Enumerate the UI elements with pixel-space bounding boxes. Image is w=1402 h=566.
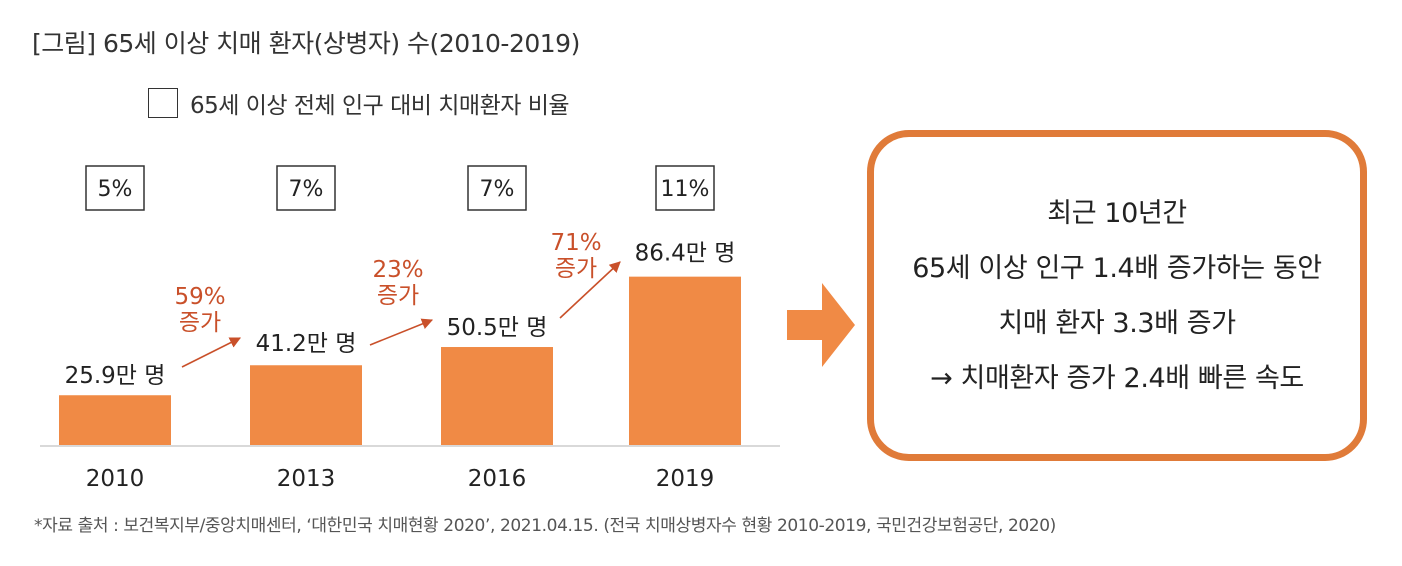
legend-swatch <box>148 88 178 118</box>
callout-line: 최근 10년간 <box>1047 197 1187 229</box>
growth-word: 증가 <box>555 256 597 282</box>
legend: 65세 이상 전체 인구 대비 치매환자 비율 <box>148 86 570 120</box>
summary-callout: 최근 10년간 65세 이상 인구 1.4배 증가하는 동안 치매 환자 3.3… <box>867 130 1367 461</box>
bar <box>629 276 741 446</box>
bar <box>59 395 171 446</box>
ratio-label: 11% <box>661 177 710 202</box>
figure-title: [그림] 65세 이상 치매 환자(상병자) 수(2010-2019) <box>32 29 580 58</box>
x-tick-label: 2013 <box>277 466 336 492</box>
ratio-label: 5% <box>98 177 133 202</box>
callout-line: 치매 환자 3.3배 증가 <box>998 307 1236 339</box>
bar <box>250 365 362 446</box>
value-label: 86.4만 명 <box>635 241 736 267</box>
ratio-box <box>655 165 715 211</box>
bar-chart: 2010 5% 2013 7% 2016 7% 2019 11% 25.9만 명 41.2만 명 5… <box>40 165 855 492</box>
ratio-box <box>467 165 527 211</box>
growth-word: 증가 <box>377 283 419 309</box>
growth-percent: 71% <box>550 230 601 256</box>
x-tick-label: 2010 <box>86 466 145 492</box>
right-arrow-icon <box>787 283 855 367</box>
x-tick-label: 2016 <box>468 466 527 492</box>
callout-line: → 치매환자 증가 2.4배 빠른 속도 <box>930 362 1304 394</box>
source-note: *자료 출처 : 보건복지부/중앙치매센터, ‘대한민국 치매현황 2020’,… <box>34 516 1056 536</box>
growth-arrow <box>369 318 434 346</box>
growth-percent: 23% <box>372 257 423 283</box>
value-label: 41.2만 명 <box>256 331 357 357</box>
growth-arrow <box>559 261 621 319</box>
value-label: 50.5만 명 <box>447 315 548 341</box>
x-tick-label: 2019 <box>656 466 715 492</box>
growth-arrow <box>181 337 242 368</box>
ratio-label: 7% <box>480 177 515 202</box>
legend-label: 65세 이상 전체 인구 대비 치매환자 비율 <box>190 93 570 119</box>
growth-percent: 59% <box>174 284 225 310</box>
ratio-label: 7% <box>289 177 324 202</box>
ratio-box <box>276 165 336 211</box>
value-label: 25.9만 명 <box>65 363 166 389</box>
bar <box>441 347 553 446</box>
growth-word: 증가 <box>179 310 221 336</box>
ratio-box <box>85 165 145 211</box>
callout-line: 65세 이상 인구 1.4배 증가하는 동안 <box>912 252 1322 284</box>
